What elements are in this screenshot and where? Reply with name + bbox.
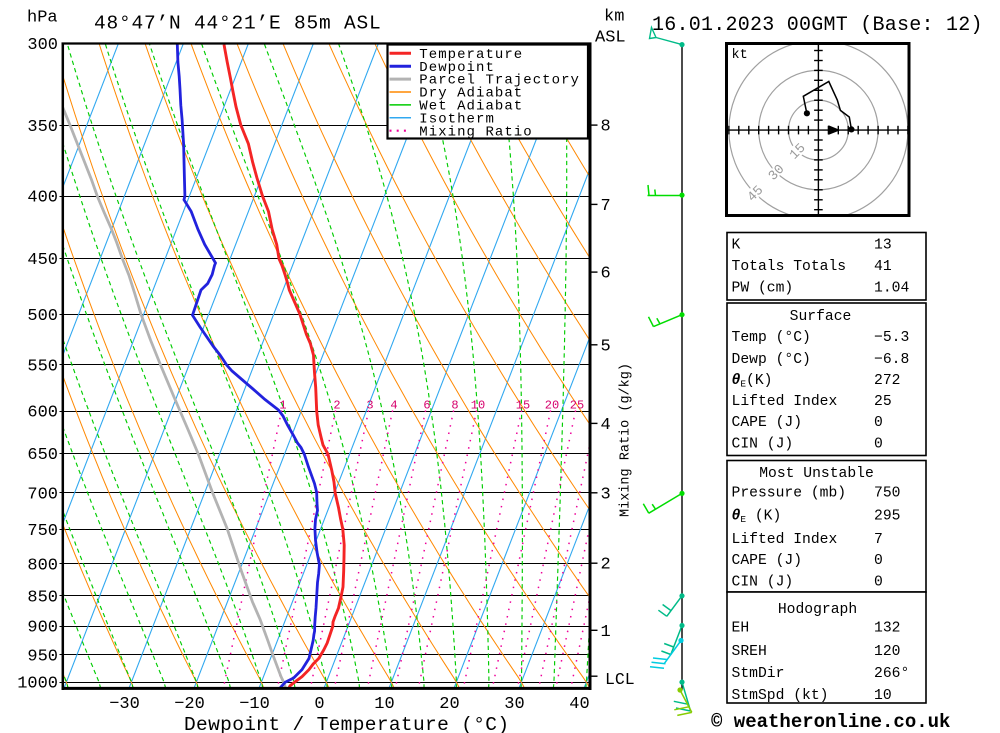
svg-text:25: 25 (874, 394, 892, 410)
svg-text:CAPE (J): CAPE (J) (732, 415, 803, 431)
svg-text:650: 650 (27, 446, 58, 465)
svg-text:120: 120 (874, 644, 900, 660)
svg-text:132: 132 (874, 621, 900, 637)
svg-text:SREH: SREH (732, 644, 767, 660)
svg-text:θE (K): θE (K) (732, 509, 782, 526)
svg-text:10: 10 (471, 399, 485, 413)
svg-text:3: 3 (601, 485, 611, 504)
svg-text:CIN (J): CIN (J) (732, 437, 794, 453)
svg-text:10: 10 (374, 695, 394, 714)
svg-text:40: 40 (569, 695, 589, 714)
svg-text:8: 8 (601, 118, 611, 137)
svg-text:CIN (J): CIN (J) (732, 575, 794, 591)
svg-text:−5.3: −5.3 (874, 330, 909, 346)
svg-text:PW (cm): PW (cm) (732, 281, 794, 297)
svg-text:300: 300 (27, 36, 58, 55)
svg-text:−6.8: −6.8 (874, 352, 909, 368)
svg-text:Lifted Index: Lifted Index (732, 532, 838, 548)
svg-text:550: 550 (27, 358, 58, 377)
svg-text:850: 850 (27, 588, 58, 607)
svg-text:0: 0 (874, 437, 883, 453)
svg-text:1.04: 1.04 (874, 281, 909, 297)
svg-text:Totals Totals: Totals Totals (732, 259, 847, 275)
svg-text:3: 3 (366, 399, 373, 413)
svg-text:8: 8 (451, 399, 458, 413)
svg-text:500: 500 (27, 307, 58, 326)
svg-text:20: 20 (439, 695, 459, 714)
svg-text:hPa: hPa (27, 9, 58, 28)
svg-text:km: km (604, 8, 624, 27)
svg-text:Mixing Ratio (g/kg): Mixing Ratio (g/kg) (619, 363, 634, 517)
svg-text:400: 400 (27, 189, 58, 208)
svg-text:θE(K): θE(K) (732, 373, 773, 390)
svg-text:Dry Adiabat: Dry Adiabat (419, 86, 523, 102)
svg-text:Parcel Trajectory: Parcel Trajectory (419, 73, 580, 89)
svg-text:K: K (732, 237, 741, 253)
svg-text:Isotherm: Isotherm (419, 111, 495, 127)
svg-text:15: 15 (516, 399, 530, 413)
svg-text:30: 30 (504, 695, 524, 714)
svg-text:41: 41 (874, 259, 892, 275)
svg-text:750: 750 (874, 486, 900, 502)
svg-text:800: 800 (27, 556, 58, 575)
svg-text:7: 7 (874, 532, 883, 548)
svg-text:7: 7 (601, 197, 611, 216)
svg-text:© weatheronline.co.uk: © weatheronline.co.uk (711, 711, 950, 733)
svg-text:1000: 1000 (17, 675, 58, 694)
svg-text:−30: −30 (109, 695, 140, 714)
svg-text:16.01.2023 00GMT (Base: 12): 16.01.2023 00GMT (Base: 12) (652, 14, 983, 37)
svg-text:Wet Adiabat: Wet Adiabat (419, 99, 523, 115)
svg-text:272: 272 (874, 373, 900, 389)
svg-text:0: 0 (874, 575, 883, 591)
svg-text:Dewp (°C): Dewp (°C) (732, 352, 811, 368)
svg-text:−20: −20 (174, 695, 205, 714)
svg-text:kt: kt (732, 48, 748, 63)
svg-text:StmDir: StmDir (732, 666, 785, 682)
svg-text:10: 10 (874, 688, 892, 704)
svg-text:900: 900 (27, 619, 58, 638)
svg-text:1: 1 (279, 399, 286, 413)
svg-text:Mixing Ratio: Mixing Ratio (419, 124, 532, 140)
svg-text:2: 2 (601, 556, 611, 575)
svg-text:4: 4 (390, 399, 397, 413)
svg-text:750: 750 (27, 522, 58, 541)
svg-text:450: 450 (27, 251, 58, 270)
svg-text:295: 295 (874, 509, 900, 525)
svg-text:0: 0 (314, 695, 324, 714)
svg-text:13: 13 (874, 237, 892, 253)
svg-text:Surface: Surface (790, 309, 852, 325)
svg-text:CAPE (J): CAPE (J) (732, 553, 803, 569)
svg-text:600: 600 (27, 404, 58, 423)
svg-text:266°: 266° (874, 666, 909, 682)
svg-text:6: 6 (423, 399, 430, 413)
svg-text:2: 2 (333, 399, 340, 413)
svg-text:Dewpoint: Dewpoint (419, 60, 495, 76)
svg-text:0: 0 (874, 553, 883, 569)
svg-text:4: 4 (601, 416, 611, 435)
svg-text:5: 5 (601, 337, 611, 356)
svg-text:Hodograph: Hodograph (778, 602, 857, 618)
svg-text:25: 25 (570, 399, 584, 413)
svg-text:LCL: LCL (605, 670, 635, 689)
svg-text:Most Unstable: Most Unstable (759, 466, 874, 482)
svg-text:−10: −10 (239, 695, 270, 714)
svg-text:ASL: ASL (595, 29, 626, 48)
svg-text:Dewpoint / Temperature (°C): Dewpoint / Temperature (°C) (184, 714, 509, 733)
svg-text:EH: EH (732, 621, 750, 637)
svg-text:Pressure (mb): Pressure (mb) (732, 486, 847, 502)
svg-text:48°47’N 44°21’E 85m ASL: 48°47’N 44°21’E 85m ASL (94, 13, 382, 35)
svg-text:950: 950 (27, 647, 58, 666)
svg-text:Lifted Index: Lifted Index (732, 394, 838, 410)
svg-text:700: 700 (27, 485, 58, 504)
svg-text:Temp (°C): Temp (°C) (732, 330, 811, 346)
svg-text:StmSpd (kt): StmSpd (kt) (732, 688, 829, 704)
svg-text:350: 350 (27, 118, 58, 137)
svg-text:0: 0 (874, 415, 883, 431)
svg-text:20: 20 (545, 399, 559, 413)
svg-text:Temperature: Temperature (419, 47, 523, 63)
svg-text:6: 6 (601, 265, 611, 284)
svg-text:1: 1 (601, 623, 611, 642)
